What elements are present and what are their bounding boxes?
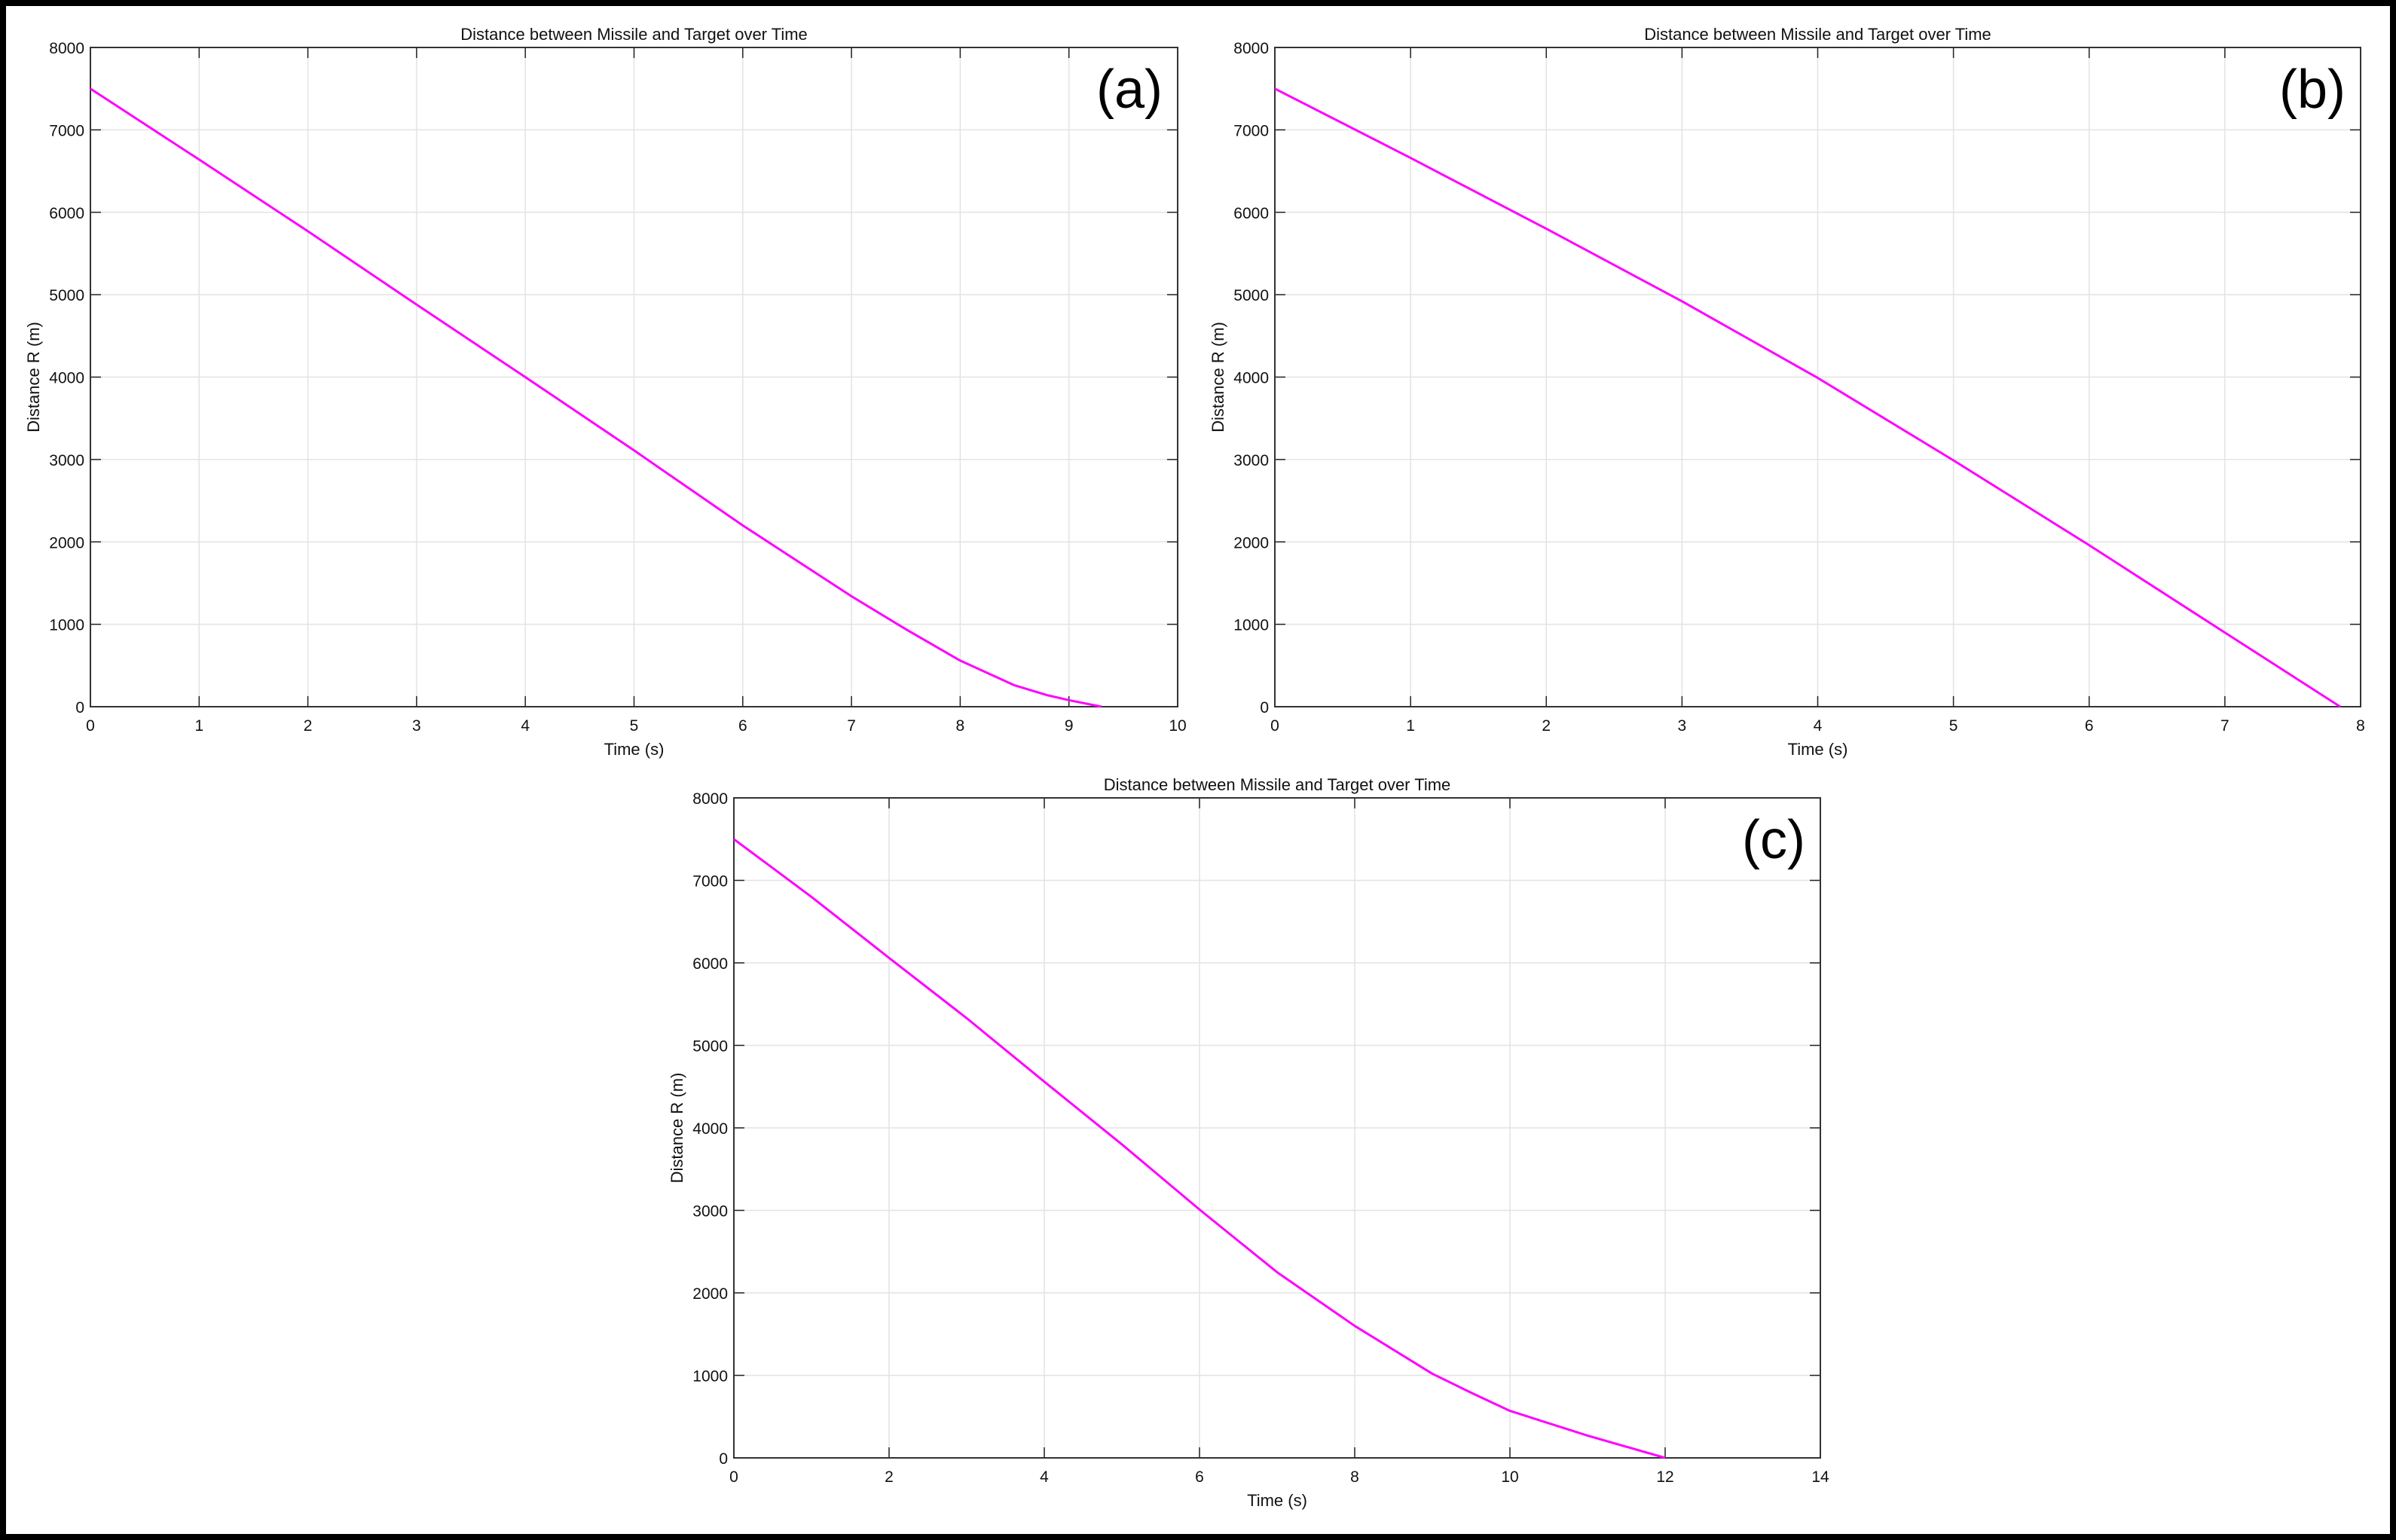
x-tick-label: 0 bbox=[86, 717, 95, 735]
x-tick-label: 10 bbox=[1169, 717, 1186, 735]
y-tick-label: 2000 bbox=[692, 1285, 728, 1303]
y-tick-label: 7000 bbox=[49, 122, 84, 139]
chart-title: Distance between Missile and Target over… bbox=[1104, 775, 1451, 794]
series-line bbox=[1274, 87, 2341, 708]
x-tick-label: 2 bbox=[304, 717, 313, 735]
y-axis-label: Distance R (m) bbox=[1209, 322, 1227, 432]
y-tick-label: 3000 bbox=[49, 452, 84, 469]
y-tick-label: 0 bbox=[719, 1450, 728, 1468]
y-tick-label: 3000 bbox=[692, 1203, 728, 1221]
x-tick-label: 10 bbox=[1501, 1468, 1518, 1486]
x-tick-label: 4 bbox=[521, 717, 530, 735]
y-tick-label: 7000 bbox=[1233, 122, 1269, 139]
y-tick-label: 8000 bbox=[49, 40, 84, 57]
x-tick-label: 4 bbox=[1040, 1468, 1049, 1486]
y-tick-label: 5000 bbox=[692, 1038, 728, 1056]
y-tick-label: 1000 bbox=[1233, 617, 1269, 634]
x-tick-label: 6 bbox=[738, 717, 747, 735]
y-tick-label: 4000 bbox=[692, 1120, 728, 1138]
series-line bbox=[90, 87, 1102, 708]
y-tick-label: 5000 bbox=[49, 287, 84, 304]
x-tick-label: 2 bbox=[1542, 717, 1551, 735]
chart-panel-c: 0 2 4 6 8 10 12 14 0 1000 2000 3000 4000 5000 6000 7000… bbox=[668, 775, 1829, 1510]
x-axis-label: Time (s) bbox=[604, 740, 665, 759]
y-tick-label: 4000 bbox=[49, 370, 84, 387]
x-tick-label: 0 bbox=[1270, 717, 1279, 735]
y-tick-label: 1000 bbox=[692, 1368, 728, 1386]
y-tick-label: 2000 bbox=[1233, 534, 1269, 552]
x-tick-label: 7 bbox=[2220, 717, 2229, 735]
x-tick-label: 6 bbox=[2085, 717, 2094, 735]
x-tick-label: 12 bbox=[1656, 1468, 1673, 1486]
panel-label: (c) bbox=[1742, 810, 1805, 870]
x-tick-label: 5 bbox=[630, 717, 639, 735]
y-tick-label: 8000 bbox=[692, 790, 728, 808]
axes-box bbox=[90, 47, 1178, 707]
chart-panel-b: 0 1 2 3 4 5 6 7 8 0 1000 2000 3000 4000 5000 6000 7000 80… bbox=[1209, 25, 2365, 759]
x-tick-label: 1 bbox=[1406, 717, 1415, 735]
y-tick-label: 4000 bbox=[1233, 370, 1269, 387]
y-axis-label: Distance R (m) bbox=[24, 322, 43, 432]
x-tick-label: 9 bbox=[1065, 717, 1074, 735]
x-tick-label: 8 bbox=[2356, 717, 2365, 735]
x-tick-label: 14 bbox=[1811, 1468, 1829, 1486]
y-tick-label: 0 bbox=[75, 699, 84, 717]
x-tick-label: 3 bbox=[1678, 717, 1687, 735]
y-axis-label: Distance R (m) bbox=[668, 1073, 686, 1184]
y-tick-label: 3000 bbox=[1233, 452, 1269, 469]
chart-panel-a: 0 1 2 3 4 5 6 7 8 9 10 0 1000 2000 3000 4000 5000 6000 700… bbox=[24, 25, 1187, 759]
x-tick-label: 8 bbox=[956, 717, 965, 735]
x-tick-label: 6 bbox=[1195, 1468, 1204, 1486]
y-tick-label: 5000 bbox=[1233, 287, 1269, 304]
x-tick-label: 4 bbox=[1814, 717, 1823, 735]
axes-box bbox=[733, 797, 1821, 1459]
x-tick-label: 1 bbox=[194, 717, 203, 735]
chart-title: Distance between Missile and Target over… bbox=[460, 25, 808, 44]
y-tick-label: 8000 bbox=[1233, 40, 1269, 57]
y-tick-label: 1000 bbox=[49, 617, 84, 634]
y-tick-label: 6000 bbox=[49, 205, 84, 222]
x-tick-label: 0 bbox=[729, 1468, 738, 1486]
panel-label: (a) bbox=[1096, 60, 1163, 120]
x-tick-label: 2 bbox=[885, 1468, 894, 1486]
series-line bbox=[733, 838, 1666, 1459]
y-tick-label: 6000 bbox=[692, 955, 728, 973]
chart-title: Distance between Missile and Target over… bbox=[1644, 25, 1991, 44]
axes-box bbox=[1274, 47, 2361, 707]
x-tick-label: 5 bbox=[1949, 717, 1958, 735]
x-tick-label: 7 bbox=[847, 717, 856, 735]
x-tick-label: 8 bbox=[1350, 1468, 1359, 1486]
y-tick-label: 0 bbox=[1260, 699, 1269, 717]
panel-label: (b) bbox=[2279, 60, 2346, 120]
x-axis-label: Time (s) bbox=[1247, 1491, 1307, 1510]
y-tick-label: 7000 bbox=[692, 873, 728, 891]
x-tick-label: 3 bbox=[412, 717, 421, 735]
y-tick-label: 2000 bbox=[49, 534, 84, 552]
y-tick-label: 6000 bbox=[1233, 205, 1269, 222]
x-axis-label: Time (s) bbox=[1788, 740, 1848, 759]
